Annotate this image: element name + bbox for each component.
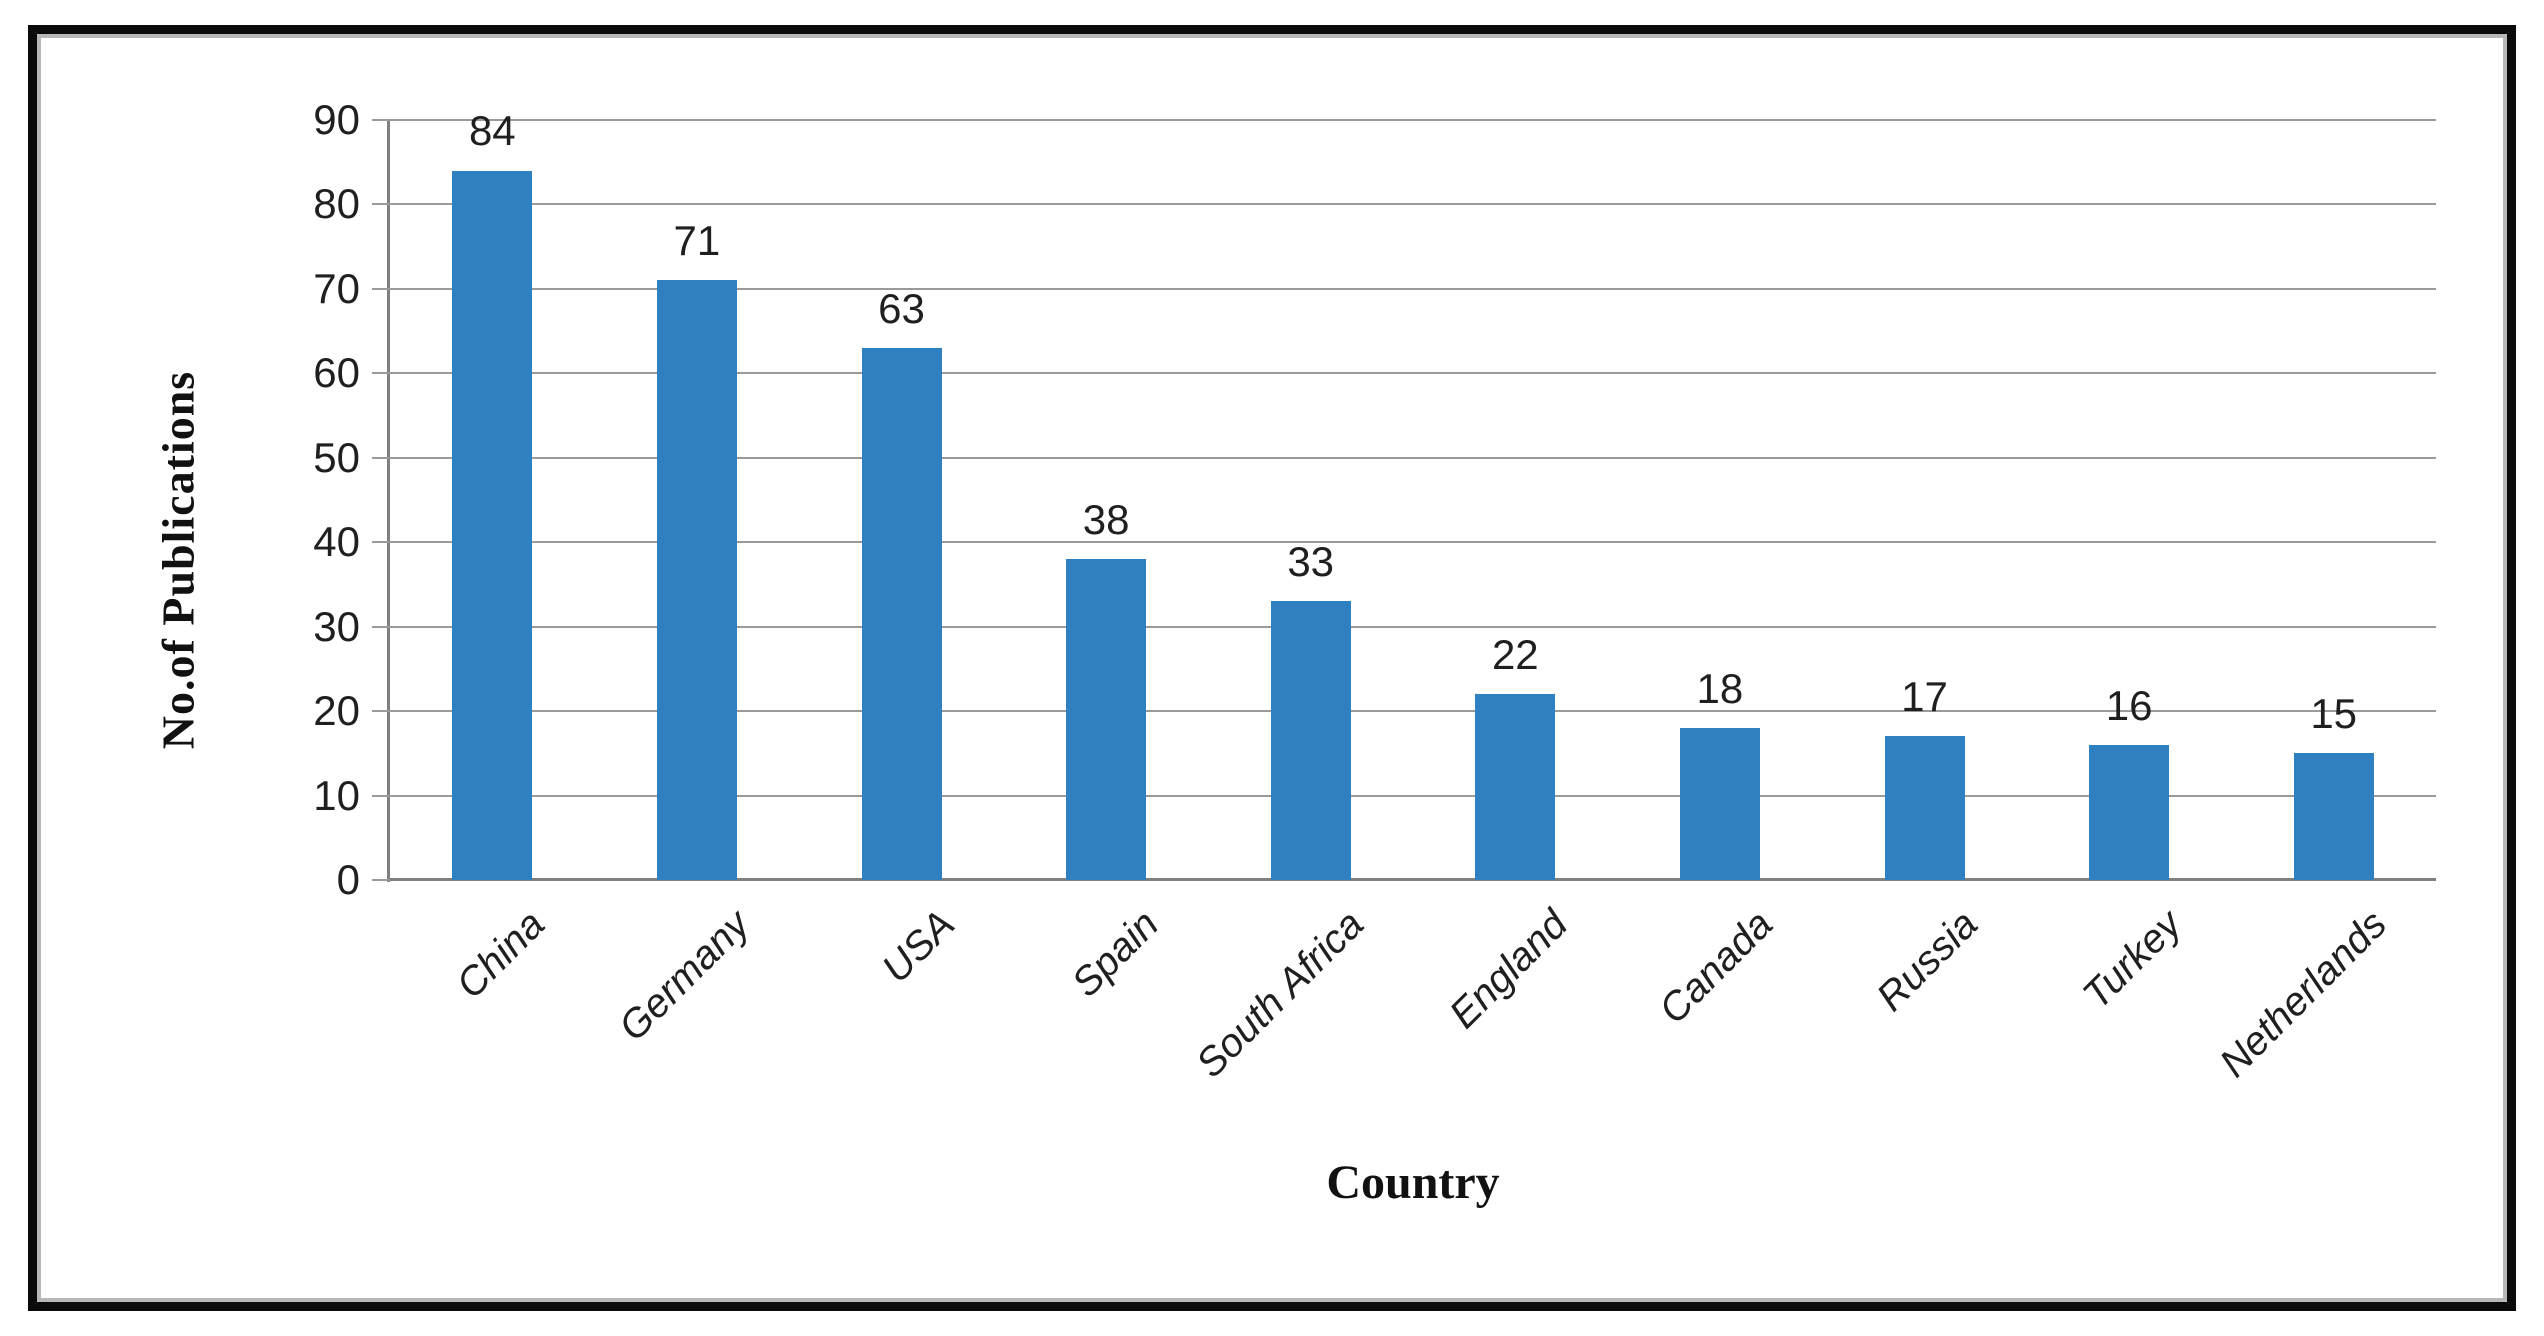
bar-value-label: 38 bbox=[1082, 495, 1130, 543]
y-axis-tick bbox=[372, 287, 390, 290]
bar-value-label: 17 bbox=[1901, 673, 1948, 721]
bar-russia bbox=[1884, 736, 1965, 880]
bar-value-label: 33 bbox=[1287, 538, 1335, 586]
y-tick-label: 70 bbox=[313, 264, 360, 312]
y-axis-tick bbox=[372, 541, 390, 544]
gridline bbox=[390, 372, 2436, 375]
bar-value-label: 71 bbox=[673, 217, 721, 265]
gridline bbox=[390, 287, 2436, 290]
y-axis-tick bbox=[372, 372, 390, 375]
y-axis-tick bbox=[372, 710, 390, 713]
y-axis-tick bbox=[372, 456, 390, 459]
y-tick-label: 10 bbox=[313, 771, 360, 819]
y-axis-tick bbox=[372, 119, 390, 121]
plot-area: 84 71 63 38 33 22 18 17 16 15 bbox=[372, 108, 2436, 881]
y-tick-label: 50 bbox=[313, 433, 360, 481]
y-axis-line bbox=[387, 120, 390, 882]
bar-value-label: 22 bbox=[1491, 631, 1539, 679]
bar-canada bbox=[1679, 728, 1760, 880]
gridline bbox=[390, 119, 2436, 121]
gridline bbox=[390, 794, 2436, 797]
bar-england bbox=[1475, 694, 1556, 880]
y-tick-label: 0 bbox=[336, 856, 360, 903]
bar-netherlands bbox=[2293, 753, 2374, 880]
gridline bbox=[390, 625, 2436, 628]
bar-value-label: 63 bbox=[878, 284, 925, 332]
bar-china bbox=[452, 170, 533, 880]
bar-germany bbox=[656, 280, 737, 880]
bar-spain bbox=[1066, 559, 1147, 880]
bar-value-label: 18 bbox=[1696, 664, 1744, 712]
bar-value-label: 16 bbox=[2105, 681, 2153, 729]
y-axis-tick bbox=[372, 794, 390, 797]
gridline bbox=[390, 203, 2436, 206]
y-tick-label: 90 bbox=[313, 96, 360, 143]
y-tick-label: 40 bbox=[313, 518, 360, 566]
gridline bbox=[390, 878, 2436, 881]
bar-value-label: 15 bbox=[2310, 690, 2358, 738]
gridline bbox=[390, 710, 2436, 713]
y-tick-label: 80 bbox=[313, 180, 360, 228]
bar-turkey bbox=[2089, 744, 2170, 880]
y-axis-tick bbox=[372, 203, 390, 206]
gridline bbox=[390, 541, 2436, 544]
y-axis-tick bbox=[372, 879, 390, 881]
y-tick-label: 20 bbox=[313, 687, 360, 735]
x-axis-title: Country bbox=[1326, 1156, 1500, 1209]
y-tick-label: 60 bbox=[313, 349, 360, 397]
y-tick-label: 30 bbox=[313, 602, 360, 650]
bar-usa bbox=[861, 348, 942, 880]
gridline bbox=[390, 456, 2436, 459]
y-axis-tick bbox=[372, 625, 390, 628]
bar-value-label: 84 bbox=[468, 107, 516, 155]
bar-south-africa bbox=[1270, 601, 1351, 880]
